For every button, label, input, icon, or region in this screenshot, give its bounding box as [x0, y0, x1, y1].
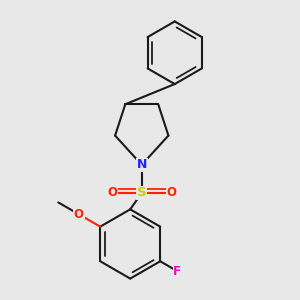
Text: O: O: [167, 186, 176, 200]
Text: S: S: [137, 186, 147, 200]
Text: O: O: [74, 208, 84, 221]
Text: N: N: [136, 158, 147, 171]
Text: O: O: [107, 186, 117, 200]
Text: F: F: [173, 265, 181, 278]
